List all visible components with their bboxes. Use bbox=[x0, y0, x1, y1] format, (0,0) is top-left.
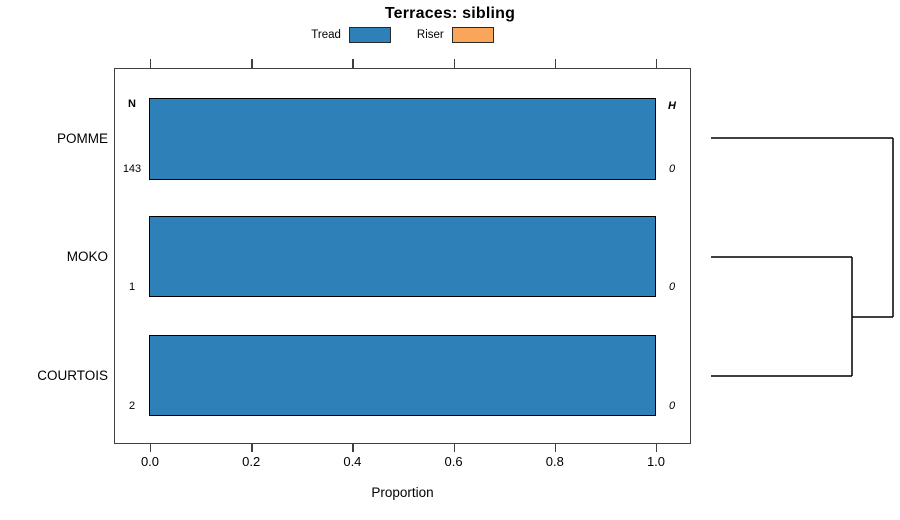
x-tick-label: 0.6 bbox=[444, 454, 463, 469]
x-tick-bottom bbox=[150, 444, 152, 452]
x-tick-bottom bbox=[453, 444, 455, 452]
x-tick-top bbox=[251, 59, 253, 68]
x-tick-bottom bbox=[656, 444, 658, 452]
legend: Tread Riser bbox=[114, 27, 691, 43]
legend-swatch-riser bbox=[451, 27, 494, 43]
h-value-moko: 0 bbox=[668, 281, 676, 293]
legend-swatch-tread bbox=[348, 27, 391, 43]
x-tick-label: 0.2 bbox=[242, 454, 261, 469]
x-tick-bottom bbox=[554, 444, 557, 452]
h-value-courtois: 0 bbox=[668, 400, 676, 412]
n-value-moko: 1 bbox=[128, 281, 136, 293]
h-value-pomme: 0 bbox=[668, 163, 676, 175]
n-value-pomme: 143 bbox=[122, 163, 142, 175]
category-label-moko: MOKO bbox=[66, 249, 108, 264]
x-tick-top bbox=[352, 59, 354, 68]
x-tick-label: 0.4 bbox=[343, 454, 362, 469]
category-label-pomme: POMME bbox=[56, 131, 108, 146]
legend-item-tread: Tread bbox=[311, 27, 391, 43]
bar-pomme-tread bbox=[148, 98, 656, 180]
legend-label-tread: Tread bbox=[311, 29, 341, 41]
h-column-header: H bbox=[668, 100, 676, 112]
n-value-courtois: 2 bbox=[128, 400, 136, 412]
category-label-courtois: COURTOIS bbox=[37, 368, 108, 383]
x-tick-label: 0.8 bbox=[545, 454, 564, 469]
x-tick-top bbox=[554, 59, 557, 68]
x-tick-bottom bbox=[352, 444, 354, 452]
legend-item-riser: Riser bbox=[417, 27, 494, 43]
legend-label-riser: Riser bbox=[416, 29, 444, 41]
x-axis-title: Proportion bbox=[371, 485, 434, 500]
x-tick-label: 1.0 bbox=[646, 454, 666, 469]
x-tick-bottom bbox=[251, 444, 253, 452]
n-column-header: N bbox=[128, 98, 136, 110]
bar-courtois-tread bbox=[148, 335, 656, 416]
x-tick-label: 0.0 bbox=[140, 454, 160, 469]
x-tick-top bbox=[656, 59, 658, 68]
bar-moko-tread bbox=[148, 216, 656, 297]
x-tick-top bbox=[453, 59, 455, 68]
chart-title: Terraces: sibling bbox=[384, 5, 516, 22]
x-tick-top bbox=[150, 59, 152, 68]
